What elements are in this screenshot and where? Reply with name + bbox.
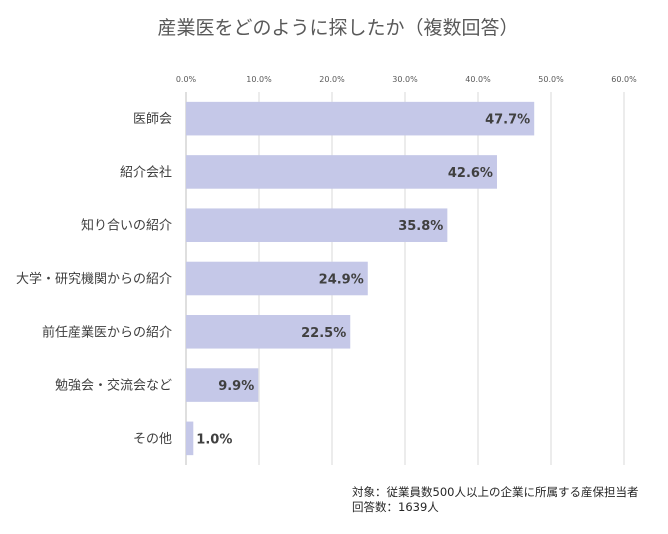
footnote-respondents: 回答数：1639人 (352, 500, 439, 514)
category-label: 大学・研究機関からの紹介 (16, 271, 172, 287)
data-label: 35.8% (398, 219, 443, 234)
bars (186, 101, 535, 456)
bar (186, 208, 448, 242)
data-label: 24.9% (319, 273, 364, 288)
x-tick-label: 30.0% (392, 75, 418, 84)
x-tick-label: 10.0% (246, 75, 272, 84)
footnote-target: 対象：従業員数500人以上の企業に所属する産保担当者 (352, 485, 639, 499)
x-tick-label: 40.0% (465, 75, 491, 84)
data-label: 1.0% (196, 432, 232, 447)
bar (186, 421, 194, 456)
category-label: 紹介会社 (120, 164, 172, 180)
footnote: 対象：従業員数500人以上の企業に所属する産保担当者 回答数：1639人 (352, 485, 638, 515)
bar (186, 315, 351, 349)
category-label: 医師会 (133, 112, 172, 127)
bar (186, 261, 368, 296)
x-tick-label: 0.0% (176, 75, 197, 84)
data-label: 22.5% (301, 326, 346, 341)
data-label: 42.6% (448, 166, 493, 181)
category-label: 勉強会・交流会など (55, 378, 172, 394)
category-labels: 医師会紹介会社知り合いの紹介大学・研究機関からの紹介前任産業医からの紹介勉強会・… (16, 112, 172, 447)
x-tick-label: 20.0% (319, 75, 345, 84)
bar (186, 155, 497, 189)
bar (186, 101, 535, 136)
data-labels: 47.7% 42.6% 35.8% 24.9% 22.5% 9.9% 1.0% (196, 113, 530, 448)
category-label: 前任産業医からの紹介 (42, 324, 172, 340)
bar (186, 368, 259, 402)
category-label: 知り合いの紹介 (81, 218, 172, 234)
data-label: 9.9% (218, 379, 254, 394)
x-tick-label: 50.0% (538, 75, 564, 84)
chart-title: 産業医をどのように探したか（複数回答） (157, 17, 518, 39)
data-label: 47.7% (485, 113, 530, 128)
x-axis-tick-labels: 0.0% 10.0% 20.0% 30.0% 40.0% 50.0% 60.0% (176, 75, 637, 84)
category-label: その他 (133, 432, 172, 447)
x-tick-label: 60.0% (611, 75, 637, 84)
